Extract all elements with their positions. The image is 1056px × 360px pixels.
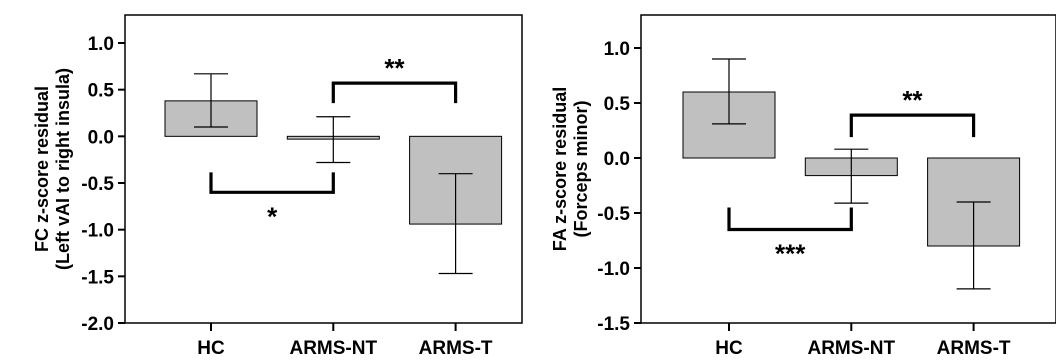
y-tick-label: -0.5 (597, 204, 630, 225)
y-tick-label: 1.0 (88, 34, 114, 55)
y-tick-label: -2.0 (81, 314, 114, 335)
significance-bracket-line (849, 113, 976, 138)
y-axis-title: FC z-score residual(Left vAI to right in… (32, 68, 73, 270)
y-tick-label: 0.0 (604, 149, 630, 170)
significance-label: * (267, 201, 278, 231)
x-category-label: ARMS-NT (807, 338, 895, 359)
error-bar-hc (712, 58, 746, 125)
y-tick-label: -1.5 (597, 314, 630, 335)
y-tick-label: 0.0 (88, 127, 114, 148)
x-category-label: ARMS-NT (289, 338, 377, 359)
significance-label: ** (384, 53, 405, 83)
error-bar-arms-t (438, 173, 473, 275)
significance-bracket-line (331, 81, 458, 104)
x-category-label: ARMS-T (937, 338, 1011, 359)
significance-bracket-line (209, 172, 335, 194)
y-tick-label: 0.5 (604, 94, 631, 115)
y-tick-label: -0.5 (81, 174, 114, 195)
error-bar-hc (194, 73, 228, 128)
significance-bracket: ** (331, 53, 458, 104)
chart-panel-1: 1.0 0.5 0.0 -0.5 -1.0 -1.5 -2.0 FC z-score resi… (32, 14, 523, 359)
error-bar-arms-nt (316, 116, 351, 164)
y-tick-label: -1.5 (81, 267, 114, 288)
y-axis-title-line: (Left vAI to right insula) (53, 68, 73, 270)
plot-frame (124, 14, 523, 324)
y-axis-title-line: FC z-score residual (32, 86, 52, 252)
y-tick-label: 0.5 (88, 81, 115, 102)
significance-bracket: ** (849, 85, 976, 138)
y-axis-title-line: (Forceps minor) (571, 100, 591, 237)
chart-panel-2: 1.0 0.5 0.0 -0.5 -1.0 -1.5 FA z-score residual… (550, 14, 1056, 359)
significance-bracket: * (209, 172, 335, 231)
x-category-label: ARMS-T (419, 338, 493, 359)
y-tick-label: -1.0 (597, 259, 630, 280)
x-category-label: HC (197, 338, 225, 359)
plot-frame (640, 14, 1056, 324)
error-bar-arms-nt (834, 148, 869, 204)
x-category-label: HC (715, 338, 743, 359)
significance-bracket-line (727, 207, 853, 232)
y-tick-label: -1.0 (81, 221, 114, 242)
error-bar-arms-t (956, 201, 991, 290)
y-axis-title-line: FA z-score residual (550, 87, 570, 251)
y-tick-label: 1.0 (604, 39, 630, 60)
significance-label: *** (775, 239, 806, 269)
y-axis-title: FA z-score residual(Forceps minor) (550, 87, 591, 251)
significance-label: ** (902, 85, 923, 115)
significance-bracket: *** (727, 207, 853, 269)
